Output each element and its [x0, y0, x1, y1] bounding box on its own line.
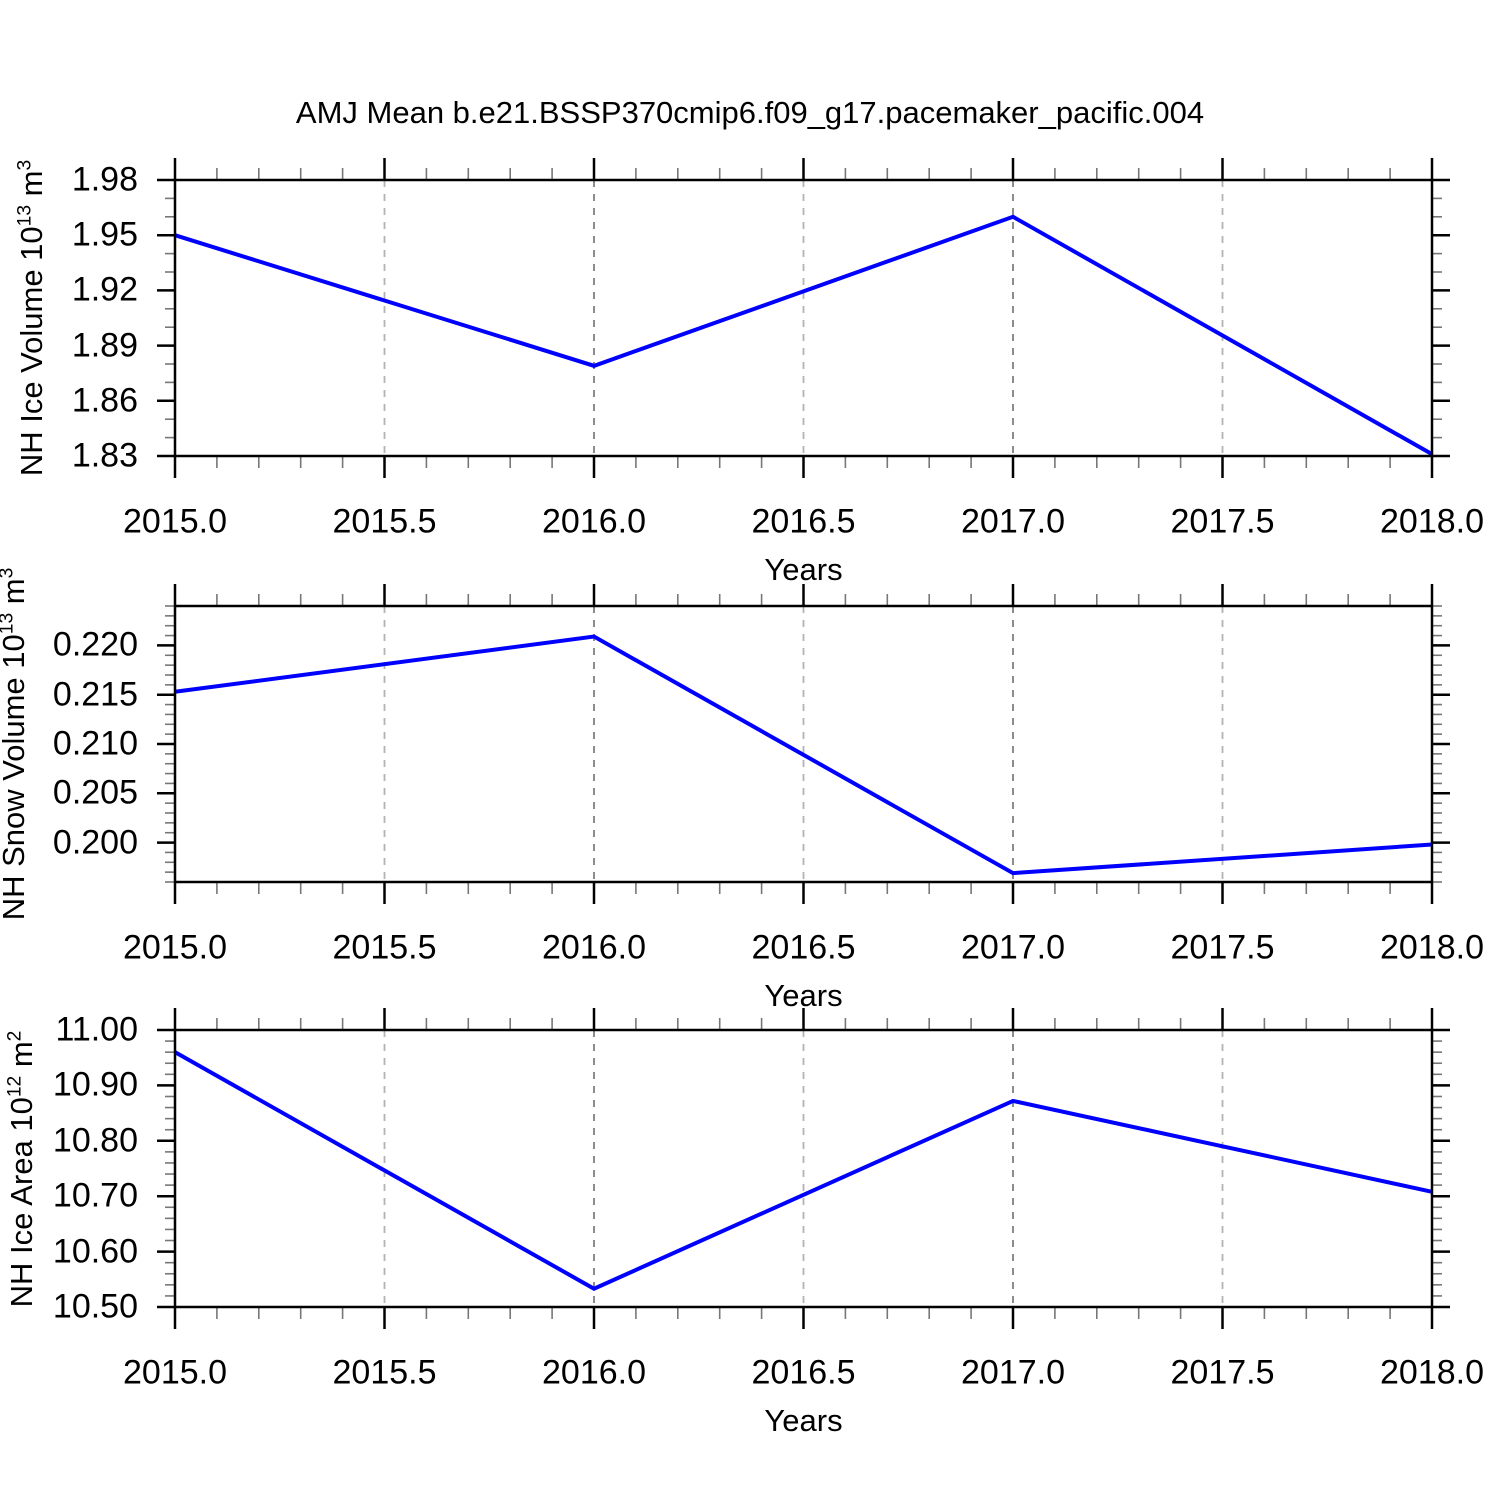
y-tick-label: 1.89	[71, 326, 138, 365]
minor-ticks	[165, 1018, 1442, 1319]
x-tick-label: 2015.5	[332, 928, 437, 967]
minor-ticks	[165, 168, 1442, 468]
x-tick-label: 2017.0	[961, 1353, 1065, 1392]
axis-title-y: NH Ice Area 1012 m2	[4, 1030, 40, 1307]
axis-title-text: m	[4, 1040, 39, 1076]
gridlines	[383, 606, 1224, 882]
x-tick-label: 2016.0	[542, 502, 646, 541]
minor-ticks	[165, 594, 1442, 894]
axis-title-text: NH Ice Volume 10	[14, 226, 49, 477]
y-tick-label: 0.215	[52, 675, 138, 714]
plot-border	[173, 178, 1434, 458]
axis-title-text: NH Snow Volume 10	[0, 634, 31, 921]
major-ticks	[157, 1008, 1450, 1329]
data-line	[174, 1050, 1433, 1291]
y-tick-label: 10.60	[52, 1232, 138, 1271]
axis-title-superscript: 13	[0, 612, 18, 635]
x-tick-label: 2017.0	[961, 502, 1065, 541]
y-tick-label: 10.90	[52, 1065, 138, 1104]
x-tick-label: 2016.0	[542, 928, 646, 967]
y-tick-label: 1.98	[71, 160, 138, 199]
y-tick-label: 1.86	[71, 381, 138, 420]
y-tick-label: 10.50	[52, 1287, 138, 1326]
gridlines	[383, 180, 1224, 456]
x-tick-label: 2017.5	[1170, 502, 1275, 541]
x-tick-label: 2018.0	[1380, 502, 1484, 541]
axis-title-text: m	[14, 170, 49, 205]
axis-title-x: Years	[764, 978, 843, 1013]
x-tick-label: 2018.0	[1380, 1353, 1484, 1392]
x-tick-label: 2016.5	[751, 928, 856, 967]
axis-title-text: m	[0, 578, 31, 612]
axis-title-superscript: 2	[4, 1030, 26, 1041]
y-tick-label: 0.200	[52, 823, 138, 862]
axis-title-y: NH Ice Volume 1013 m3	[14, 160, 50, 476]
x-tick-label: 2015.0	[123, 1353, 227, 1392]
x-tick-label: 2015.5	[332, 502, 437, 541]
plot-border	[173, 1028, 1434, 1309]
x-tick-label: 2017.5	[1170, 1353, 1275, 1392]
gridlines	[383, 1030, 1224, 1307]
major-ticks	[157, 158, 1450, 478]
axis-title-superscript: 12	[4, 1075, 26, 1097]
panel-3	[157, 1008, 1450, 1329]
major-ticks	[157, 584, 1450, 904]
axis-title-superscript: 3	[0, 568, 18, 579]
data-line	[174, 214, 1433, 456]
panel-2	[157, 584, 1450, 904]
y-tick-label: 0.205	[52, 773, 138, 812]
chart-title: AMJ Mean b.e21.BSSP370cmip6.f09_g17.pace…	[295, 95, 1205, 130]
y-tick-label: 11.00	[55, 1010, 138, 1049]
y-tick-label: 10.80	[52, 1121, 138, 1160]
y-tick-label: 0.210	[52, 724, 138, 763]
y-tick-label: 1.83	[71, 436, 138, 475]
y-tick-label: 1.92	[71, 270, 138, 309]
y-tick-label: 0.220	[52, 625, 138, 664]
x-tick-label: 2016.0	[542, 1353, 646, 1392]
axis-title-superscript: 13	[14, 204, 36, 227]
panel-1	[157, 158, 1450, 478]
y-tick-label: 10.70	[52, 1176, 138, 1215]
axis-title-text: NH Ice Area 10	[4, 1096, 39, 1307]
axis-title-x: Years	[764, 1403, 843, 1438]
axis-title-y: NH Snow Volume 1013 m3	[0, 568, 32, 921]
axis-title-superscript: 3	[14, 159, 36, 171]
x-tick-label: 2017.5	[1170, 928, 1275, 967]
x-tick-label: 2016.5	[751, 502, 856, 541]
data-line	[174, 634, 1433, 876]
plot-border	[173, 604, 1434, 884]
axis-title-x: Years	[764, 552, 843, 587]
x-tick-label: 2015.0	[123, 928, 227, 967]
x-tick-label: 2015.0	[123, 502, 227, 541]
x-tick-label: 2018.0	[1380, 928, 1484, 967]
x-tick-label: 2015.5	[332, 1353, 437, 1392]
x-tick-label: 2016.5	[751, 1353, 856, 1392]
y-tick-label: 1.95	[71, 215, 138, 254]
x-tick-label: 2017.0	[961, 928, 1065, 967]
